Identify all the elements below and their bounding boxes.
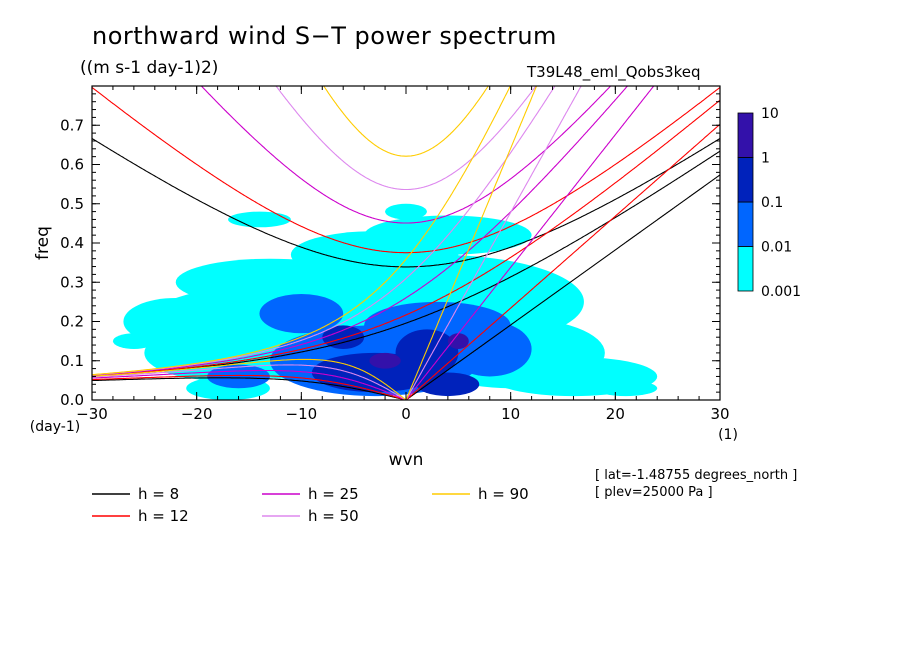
dispersion-curves [92,86,720,400]
dispersion-curve-h90 [405,86,538,400]
colorbar-segment [737,112,754,158]
legend-label-h50: h = 50 [308,507,359,525]
contour-region-level-1 [259,294,344,334]
colorbar-label: 10 [761,106,779,122]
dispersion-curve-h8 [92,377,407,400]
contour-region-level-0 [112,333,155,349]
y-unit-label: (day-1) [30,419,80,435]
contour-region-level-0 [594,380,658,397]
legend: h = 8 h = 12 h = 25 h = 50 h = 90 [92,485,529,525]
x-tick-label: 0 [401,405,411,423]
dispersion-curve-h12 [92,374,407,400]
y-tick-label: 0.3 [60,273,84,291]
dispersion-curve-h25 [200,86,612,224]
y-tick-label: 0.2 [60,313,84,331]
run-id-label: T39L48_eml_Qobs3keq [527,63,701,81]
colorbar-segment [737,246,754,292]
y-tick-label: 0.5 [60,195,84,213]
dispersion-curve-h50 [92,86,556,376]
colorbar: 0.001 0.01 0.1 1 10 [737,106,801,300]
dispersion-curve-h90 [323,86,489,157]
colorbar-label: 1 [761,151,770,167]
contour-region-level-2 [416,372,480,397]
dispersion-curve-h12 [405,123,720,400]
contour-region-level-0 [385,203,427,220]
dispersion-curve-h25 [92,369,407,400]
dispersion-curve-h25 [92,86,629,376]
y-tick-label: 0.1 [60,352,84,370]
dispersion-curve-h8 [92,137,720,268]
contour-region-level-2 [395,329,459,377]
dispersion-curve-h90 [92,86,511,376]
dispersion-curve-h12 [92,86,720,254]
x-tick-label: 30 [710,405,729,423]
x-tick-label: −30 [76,405,108,423]
x-tick-label: −20 [181,405,213,423]
colorbar-label: 0.01 [761,240,792,256]
pressure-level-info: [ plev=25000 Pa ] [595,485,713,500]
colorbar-label: 0.1 [761,195,783,211]
dispersion-curve-h12 [92,99,720,377]
contour-region-level-3 [447,333,469,349]
x-tick-label: −10 [286,405,318,423]
chart-title: northward wind S−T power spectrum [92,22,557,50]
dispersion-curve-h90 [92,358,407,400]
dispersion-curve-h50 [405,86,582,400]
dispersion-curve-h25 [405,86,655,400]
y-tick-label: 0.6 [60,156,84,174]
colorbar-segment [737,157,754,203]
contour-region-level-2 [322,325,365,349]
dispersion-curve-h8 [405,174,720,400]
x-axis-label: wvn [389,450,424,470]
contour-region-level-1 [447,321,532,377]
chart-units: ((m s-1 day-1)2) [80,58,219,78]
colorbar-segment [737,201,754,247]
contour-region-level-3 [369,352,401,369]
y-tick-label: 0.4 [60,234,84,252]
legend-label-h90: h = 90 [478,485,529,503]
contour-region-level-0 [228,211,291,228]
legend-label-h12: h = 12 [138,507,189,525]
y-axis-label: freq [33,226,53,260]
power-contour-fills [112,203,658,400]
legend-label-h25: h = 25 [308,485,359,503]
legend-label-h8: h = 8 [138,485,179,503]
y-tick-label: 0.0 [60,391,84,409]
y-tick-label: 0.7 [60,116,84,134]
plot-axes: −30 −20 −10 0 10 20 30 0.0 0.1 0.2 0.3 0.4 0.5 0.6 0.7… [30,86,738,470]
x-unit-label: (1) [718,427,738,443]
x-tick-label: 10 [501,405,520,423]
dispersion-curve-h50 [92,364,407,400]
latitude-info: [ lat=-1.48755 degrees_north ] [595,468,798,483]
colorbar-label: 0.001 [761,284,801,300]
dispersion-curve-h50 [275,86,537,191]
contour-region-level-0 [123,297,229,346]
x-tick-label: 20 [606,405,625,423]
